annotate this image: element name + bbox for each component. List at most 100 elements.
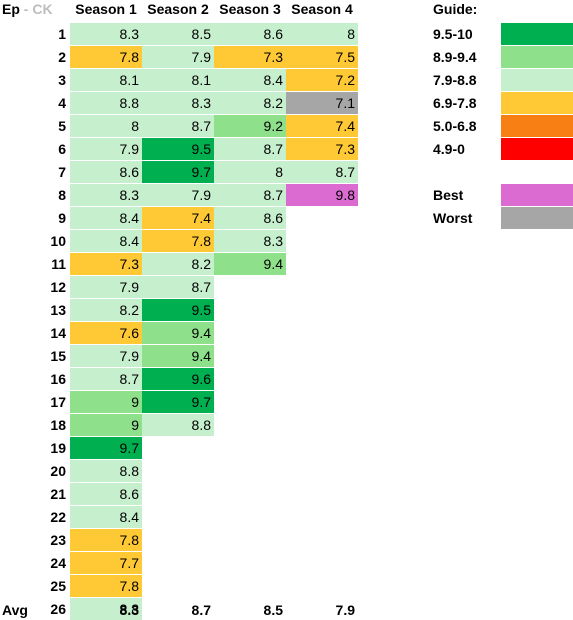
episode-number: 4 [58,95,66,111]
season-2-header: Season 2 [147,1,209,17]
episode-number: 6 [58,141,66,157]
season-average: 8.7 [191,602,211,618]
guide-worst-swatch [501,207,573,229]
episode-number: 18 [50,417,66,433]
episode-number: 5 [58,118,66,134]
rating-cell: 8.8 [142,414,214,436]
rating-cell: 9.5 [142,138,214,160]
rating-cell: 7.6 [70,322,142,344]
guide-best-label: Best [433,187,464,203]
rating-cell-best: 9.8 [286,184,358,206]
rating-cell: 8.4 [214,69,286,91]
rating-cell: 7.9 [142,184,214,206]
rating-cell: 8.2 [214,92,286,114]
rating-cell: 9.4 [142,322,214,344]
guide-best-swatch [501,184,573,206]
rating-cell: 8 [70,115,142,137]
rating-cell: 7.5 [286,46,358,68]
rating-cell: 8.7 [142,115,214,137]
episode-number: 2 [58,49,66,65]
rating-cell: 7.8 [142,230,214,252]
season-average: 7.9 [335,602,355,618]
rating-cell: 8.3 [70,184,142,206]
episode-number: 11 [51,256,66,272]
rating-cell: 9 [70,414,142,436]
episode-number: 1 [58,26,66,42]
rating-cell: 9.7 [70,437,142,459]
rating-cell: 8.2 [70,299,142,321]
season-1-header: Season 1 [75,1,137,17]
rating-cell: 7.9 [70,138,142,160]
guide-range-swatch [501,92,573,114]
rating-cell: 8.6 [214,207,286,229]
guide-range-swatch [501,23,573,45]
rating-cell: 8.6 [70,483,142,505]
episode-number: 15 [50,348,66,364]
rating-cell: 8.1 [70,69,142,91]
episode-number: 26 [50,601,66,617]
rating-cell: 7.7 [70,552,142,574]
episode-number: 21 [50,486,66,502]
rating-cell: 9.4 [214,253,286,275]
episode-header-separator: - [19,1,33,17]
rating-cell: 7.9 [70,276,142,298]
rating-cell: 8.7 [142,276,214,298]
rating-cell: 8.3 [142,92,214,114]
rating-cell: 8.8 [70,460,142,482]
guide-range-label: 6.9-7.8 [433,95,477,111]
rating-cell: 7.8 [70,46,142,68]
episode-number: 14 [50,325,66,341]
rating-cell: 8.7 [70,368,142,390]
rating-cell: 8.4 [70,506,142,528]
rating-cell: 7.3 [214,46,286,68]
rating-cell: 9.7 [142,391,214,413]
rating-cell: 8.7 [214,138,286,160]
episode-number: 9 [58,210,66,226]
guide-range-swatch [501,115,573,137]
guide-range-swatch [501,46,573,68]
rating-cell: 8 [214,161,286,183]
rating-cell: 8 [286,23,358,45]
rating-cell: 9.2 [214,115,286,137]
guide-range-label: 4.9-0 [433,141,465,157]
rating-cell-worst: 7.1 [286,92,358,114]
episode-number: 12 [50,279,66,295]
episode-number: 23 [50,532,66,548]
episode-header-text: Ep [2,1,20,17]
rating-cell: 7.3 [70,253,142,275]
episode-number: 22 [50,509,66,525]
season-3-header: Season 3 [219,1,281,17]
guide-range-label: 5.0-6.8 [433,118,477,134]
rating-cell: 8.6 [70,161,142,183]
rating-cell: 8.4 [70,207,142,229]
episode-number: 16 [50,371,66,387]
guide-worst-label: Worst [433,210,473,226]
guide-title: Guide: [433,1,478,17]
episode-number: 19 [50,440,66,456]
rating-cell: 9 [70,391,142,413]
rating-cell: 8.2 [142,253,214,275]
episode-column-header: Ep - CK [2,0,53,19]
guide-range-label: 8.9-9.4 [433,49,477,65]
rating-cell: 8.8 [70,598,142,620]
episode-header-subtitle: CK [32,1,53,17]
episode-number: 20 [50,463,66,479]
episode-number: 13 [50,302,66,318]
rating-cell: 7.8 [70,575,142,597]
rating-cell: 7.4 [142,207,214,229]
season-average: 8.3 [119,602,139,618]
guide-range-swatch [501,69,573,91]
rating-cell: 8.3 [214,230,286,252]
rating-cell: 9.4 [142,345,214,367]
episode-number: 8 [58,187,66,203]
rating-cell: 7.2 [286,69,358,91]
rating-cell: 8.8 [70,92,142,114]
rating-cell: 9.5 [142,299,214,321]
rating-cell: 7.8 [70,529,142,551]
episode-number: 25 [50,578,66,594]
rating-cell: 7.9 [142,46,214,68]
episode-number: 3 [58,72,66,88]
episode-number: 10 [50,233,66,249]
rating-cell: 7.9 [70,345,142,367]
season-4-header: Season 4 [291,1,353,17]
